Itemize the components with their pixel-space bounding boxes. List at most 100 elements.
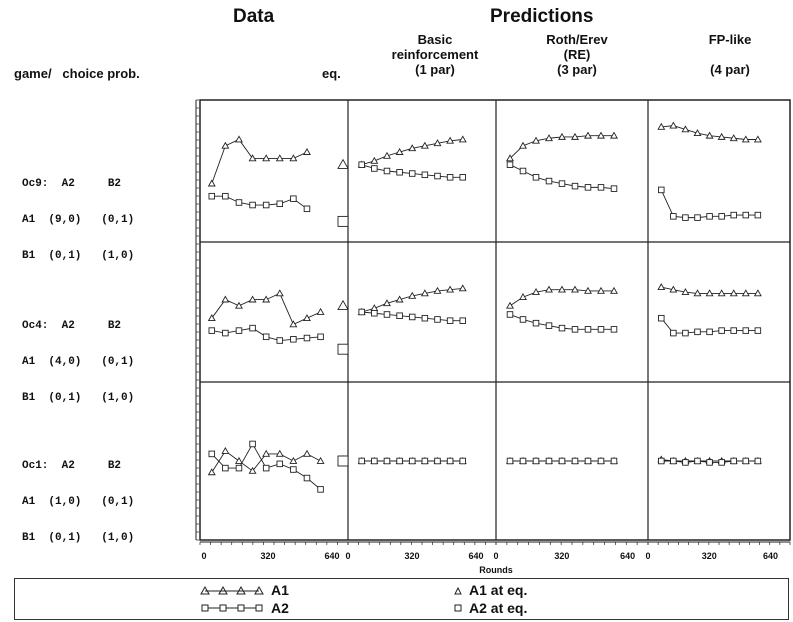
a2-marker xyxy=(290,466,297,473)
a2-marker xyxy=(506,311,514,318)
a2-eq-marker xyxy=(337,455,349,467)
a1-marker xyxy=(221,141,230,149)
basic-reinforcement-header: Basic reinforcement (1 par) xyxy=(370,32,500,77)
a2-marker xyxy=(584,326,592,333)
a2-marker xyxy=(742,457,750,465)
x-tick-label: 320 xyxy=(702,551,717,561)
a1-marker xyxy=(597,131,605,139)
x-tick-label: 0 xyxy=(493,551,498,561)
legend-a1-label: A1 xyxy=(271,582,289,598)
a1-marker xyxy=(693,129,702,137)
a1-marker xyxy=(458,135,467,143)
a1-marker xyxy=(382,151,391,159)
a1-marker xyxy=(248,154,257,162)
a2-marker xyxy=(532,457,540,465)
a2-marker xyxy=(262,464,270,472)
a2-marker xyxy=(532,174,540,181)
a2-marker xyxy=(358,161,365,168)
a2-marker xyxy=(558,180,566,187)
a1-marker xyxy=(741,135,750,143)
x-axis-label: Rounds xyxy=(479,565,513,575)
a2-marker xyxy=(506,457,514,465)
a1-marker xyxy=(669,121,678,129)
a2-marker xyxy=(610,185,618,192)
a1-marker xyxy=(433,139,442,147)
game-oc4-name: Oc4: A2 B2 xyxy=(22,320,122,332)
a2-marker xyxy=(682,459,689,466)
a2-marker xyxy=(610,326,618,333)
a1-marker xyxy=(302,314,311,322)
a1-marker xyxy=(558,285,566,293)
a2-marker xyxy=(262,333,270,341)
a2-marker xyxy=(754,327,762,334)
a2-marker xyxy=(658,457,665,465)
a2-marker xyxy=(371,457,378,465)
a1-marker xyxy=(705,289,714,297)
a2-marker xyxy=(459,317,466,324)
a1-marker xyxy=(302,147,311,155)
a1-marker xyxy=(275,449,284,457)
a2-marker xyxy=(446,174,454,181)
a2-marker xyxy=(694,328,701,336)
x-tick-label: 320 xyxy=(404,551,419,561)
a2-marker xyxy=(396,457,403,465)
a1-marker xyxy=(370,156,379,164)
a2-marker xyxy=(208,450,216,458)
legend-a1-eq-symbol xyxy=(454,586,462,595)
a2-marker xyxy=(276,460,284,468)
a1-marker xyxy=(262,449,271,457)
x-tick-label: 640 xyxy=(468,551,483,561)
a2-marker xyxy=(408,313,416,321)
a2-marker xyxy=(742,211,750,219)
a2-marker xyxy=(290,195,297,202)
a2-marker xyxy=(222,464,229,472)
a2-marker xyxy=(519,316,527,323)
a1-marker xyxy=(717,289,726,297)
a2-marker xyxy=(222,329,229,337)
a2-marker xyxy=(208,192,216,200)
game-oc4: Oc4: A2 B2 A1 (4,0) (0,1) B1 (0,1) (1,0) xyxy=(22,296,134,416)
legend-symbols xyxy=(200,585,462,612)
a2-marker xyxy=(597,457,605,465)
re-line-2: (RE) xyxy=(563,47,591,62)
fp-like-header: FP-like (4 par) xyxy=(675,32,785,77)
a1-marker xyxy=(433,286,442,294)
a1-marker xyxy=(729,289,738,297)
a2-marker xyxy=(371,165,378,172)
a2-marker xyxy=(694,214,701,221)
a1-marker xyxy=(584,286,592,294)
a2-marker xyxy=(558,324,566,332)
a1-marker xyxy=(207,468,216,476)
a2-marker xyxy=(670,213,677,220)
a1-marker xyxy=(506,154,514,162)
a1-marker xyxy=(571,285,579,293)
legend-a2-label: A2 xyxy=(271,600,289,616)
a2-marker xyxy=(317,486,324,493)
a2-marker xyxy=(222,192,229,200)
a2-eq-marker xyxy=(337,215,349,227)
a1-marker xyxy=(693,289,702,297)
a1-marker xyxy=(519,293,527,300)
a1-marker xyxy=(316,456,325,464)
a2-marker xyxy=(235,199,243,206)
a1-marker xyxy=(558,132,566,140)
x-tick-label: 320 xyxy=(554,551,569,561)
a2-marker xyxy=(571,326,579,333)
a1-marker xyxy=(234,456,243,464)
data-header: Data xyxy=(233,6,275,27)
a2-marker xyxy=(584,184,592,191)
a1-marker xyxy=(262,295,271,303)
a2-marker xyxy=(235,464,243,472)
a1-marker xyxy=(729,134,738,142)
x-tick-label: 0 xyxy=(345,551,350,561)
a1-marker xyxy=(753,289,762,297)
a2-marker xyxy=(317,333,324,341)
a2-marker xyxy=(584,457,592,465)
a2-marker xyxy=(718,213,725,220)
re-line-1: Roth/Erev xyxy=(546,32,608,47)
x-tick-label: 0 xyxy=(645,551,650,561)
a1-marker xyxy=(275,154,284,162)
a1-marker xyxy=(289,320,298,328)
a2-marker xyxy=(545,457,553,465)
a1-marker xyxy=(657,283,666,291)
